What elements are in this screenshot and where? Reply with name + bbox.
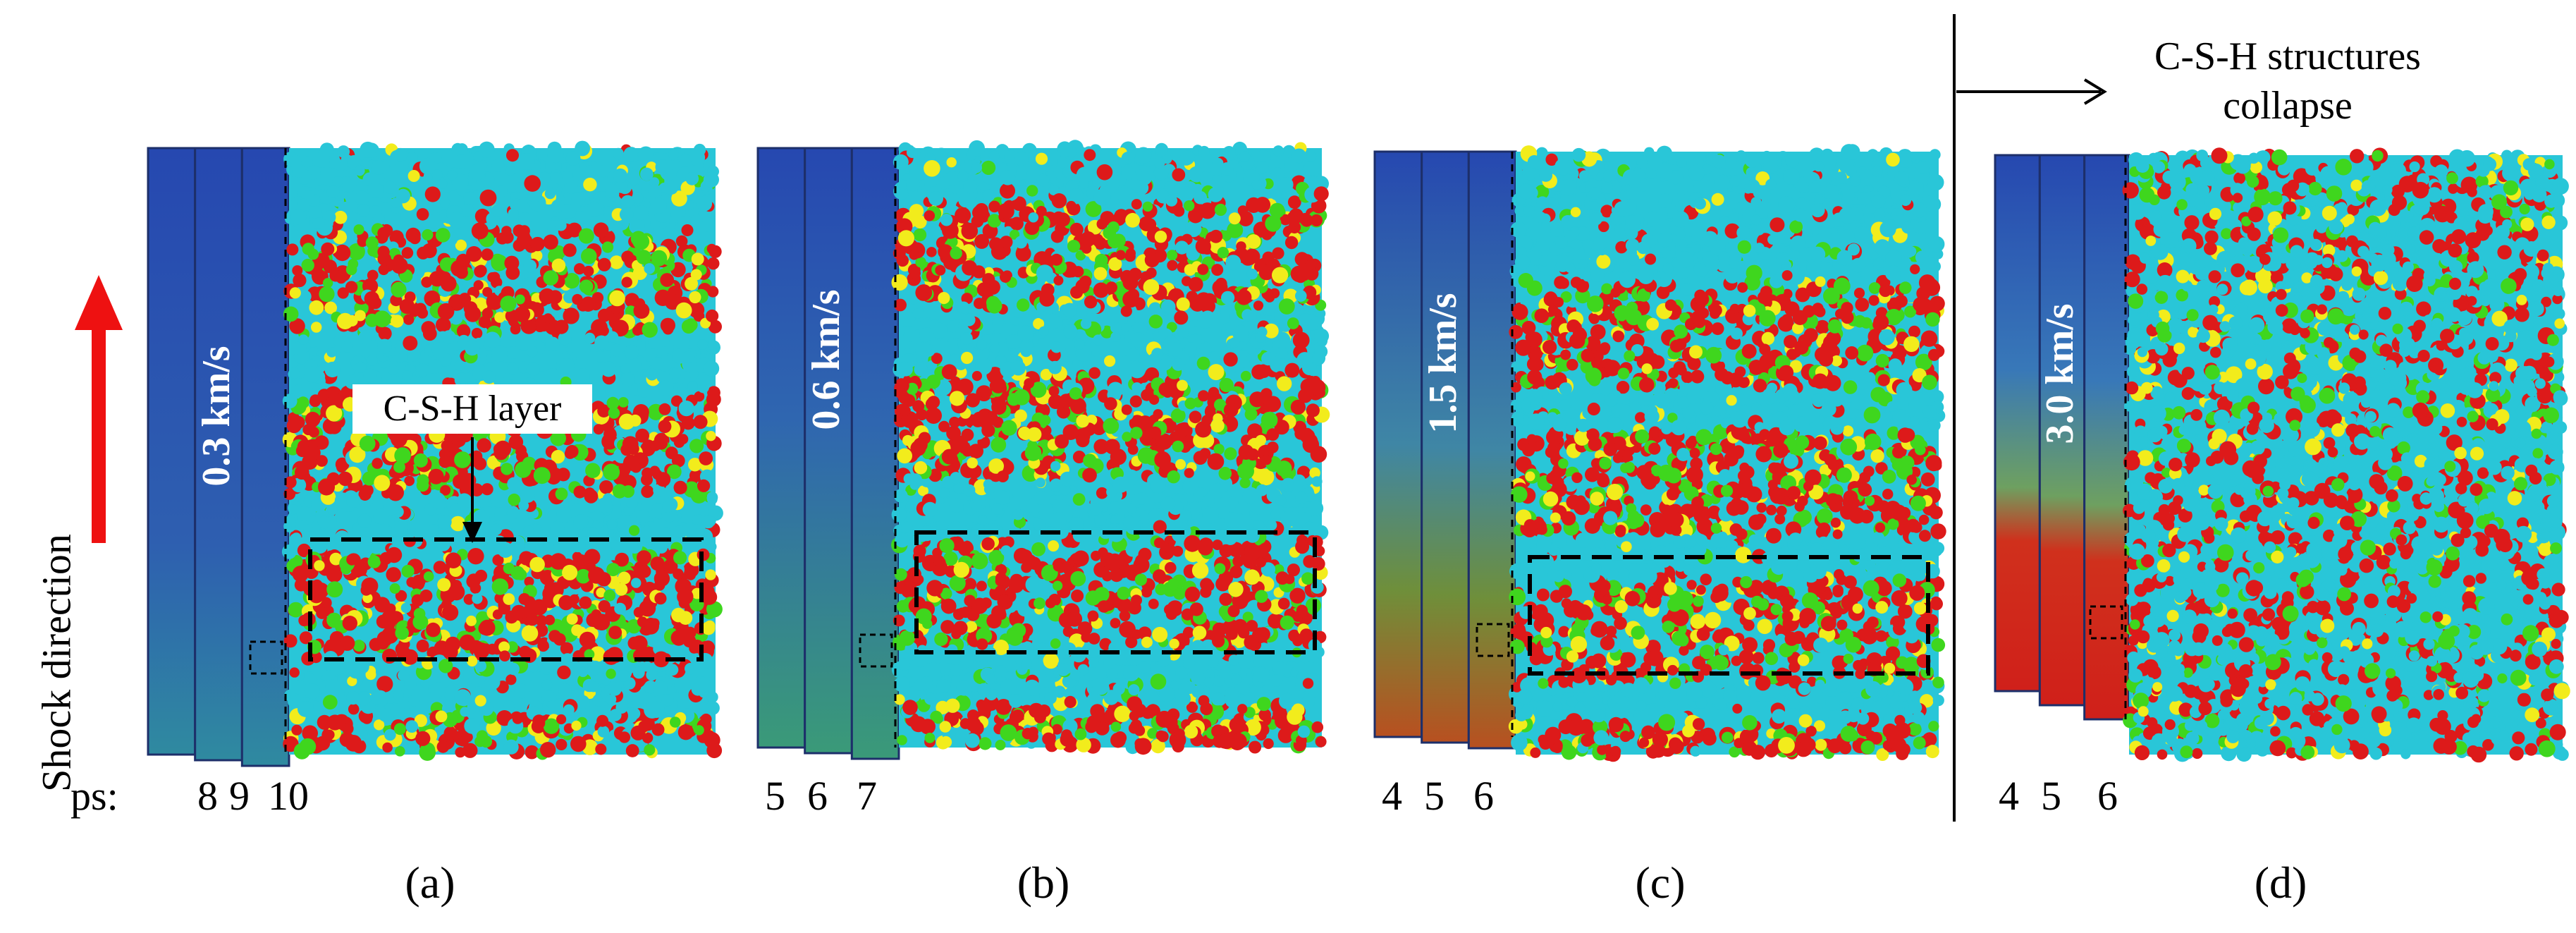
time-label: 4 xyxy=(1382,773,1402,819)
atom-particles xyxy=(2122,147,2570,763)
shock-front-marker xyxy=(2089,605,2123,640)
panel-d-velocity-label: 3.0 km/s xyxy=(2037,303,2082,444)
shock-front-marker xyxy=(859,633,893,668)
shock-front-marker xyxy=(249,640,283,675)
time-slab-4 xyxy=(1994,154,2041,693)
time-label: 5 xyxy=(2041,773,2061,819)
time-slab-5 xyxy=(756,147,806,749)
panel-a-time-labels: ps: 8 9 10 xyxy=(0,772,2576,822)
csh-layer-highlight-box xyxy=(1528,555,1930,676)
ps-unit-label: ps: xyxy=(70,773,118,819)
panel-a-caption: (a) xyxy=(405,858,455,908)
time-label: 4 xyxy=(1999,773,2019,819)
time-label: 5 xyxy=(765,773,785,819)
time-slab-5 xyxy=(2038,154,2086,707)
csh-layer-label: C-S-H layer xyxy=(352,384,592,434)
time-label: 10 xyxy=(268,773,309,819)
time-slab-6 xyxy=(804,147,853,755)
time-label: 6 xyxy=(2097,773,2118,819)
atom-particles xyxy=(1508,144,1946,762)
time-label: 8 xyxy=(197,773,218,819)
panel-c-caption: (c) xyxy=(1635,858,1686,908)
panel-a-velocity-label: 0.3 km/s xyxy=(194,346,238,487)
shock-front-marker xyxy=(1476,623,1510,657)
time-slab-4 xyxy=(1373,150,1423,738)
collapse-arrow-icon xyxy=(1956,78,2107,105)
shock-direction-arrow-icon xyxy=(75,275,123,543)
panel-b-caption: (b) xyxy=(1017,858,1070,908)
time-label: 5 xyxy=(1424,773,1445,819)
time-slab-8 xyxy=(147,147,197,756)
time-label: 6 xyxy=(807,773,828,819)
time-label: 9 xyxy=(229,773,250,819)
collapse-annotation: C-S-H structures collapse xyxy=(2154,35,2421,128)
panel-c-velocity-label: 1.5 km/s xyxy=(1421,293,1465,434)
panel-divider-line xyxy=(1953,14,1956,822)
panel-d-caption: (d) xyxy=(2254,858,2307,908)
time-label: 6 xyxy=(1473,773,1494,819)
csh-layer-highlight-box xyxy=(914,530,1317,654)
csh-layer-highlight-box xyxy=(308,537,704,661)
time-label: 7 xyxy=(857,773,877,819)
panel-b-velocity-label: 0.6 km/s xyxy=(804,289,848,430)
time-slab-5 xyxy=(1421,150,1470,744)
atom-particles xyxy=(891,140,1330,755)
csh-layer-pointer-arrowhead-icon xyxy=(462,522,482,543)
